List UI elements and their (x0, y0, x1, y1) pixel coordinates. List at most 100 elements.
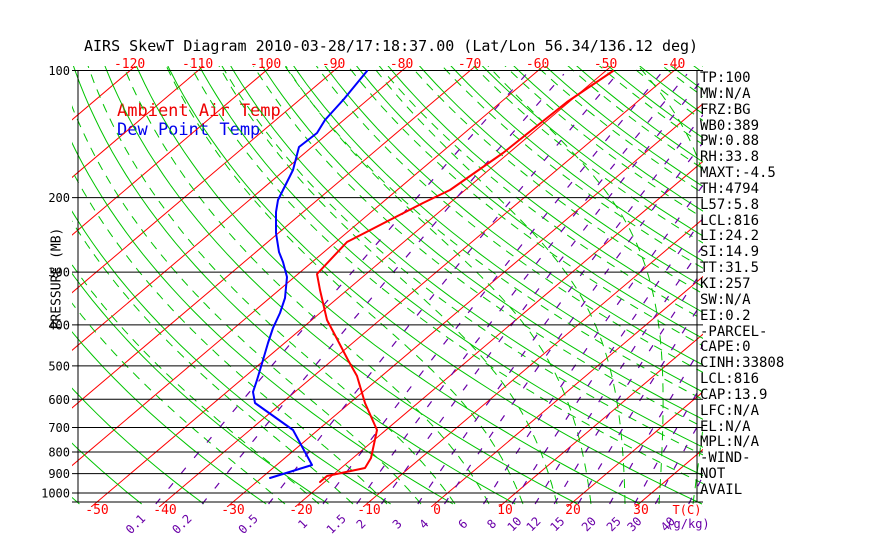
top-temp-tick-label: -120 (114, 57, 145, 72)
dry-adiabat-line (356, 66, 703, 340)
moist-adiabat-line (72, 302, 286, 505)
top-temp-tick-label: -70 (458, 57, 481, 72)
dry-adiabat-line (72, 387, 205, 505)
legend-dew-point-temp-label: Dew Point Temp (117, 120, 261, 140)
profile-lines (252, 70, 614, 483)
dry-adiabat-line (324, 66, 703, 366)
moist-adiabat-line (598, 66, 703, 146)
isotherm-line (72, 66, 136, 121)
stat-line: TH:4794 (700, 180, 760, 197)
dry-adiabat-line (72, 210, 391, 505)
dry-adiabat-line (387, 66, 703, 313)
stat-line: CAP:13.9 (700, 386, 768, 403)
dry-adiabat-line (481, 66, 703, 237)
stat-line: -WIND- (700, 450, 751, 467)
mixing-ratio-tick-label: 0.1 (123, 512, 148, 537)
dry-adiabat-line (104, 66, 578, 505)
top-temp-tick-label: -110 (182, 57, 213, 72)
dry-adiabat-line (544, 66, 703, 188)
mixing-ratio-line (201, 73, 565, 505)
isotherm-line (0, 66, 67, 507)
mixing-ratio-tick-label: 6 (455, 517, 470, 532)
moist-adiabat-line (347, 66, 703, 347)
mixing-ratio-tick-label: 3 (390, 517, 405, 532)
top-temp-tick-label: -60 (526, 57, 549, 72)
pressure-tick-label: 100 (48, 64, 70, 78)
mixing-unit-label: (g/kg) (666, 517, 709, 531)
dry-adiabat-line (72, 272, 329, 505)
dry-adiabat-line (72, 496, 80, 505)
moist-adiabat-line (410, 66, 703, 295)
dry-adiabat-line (72, 66, 516, 505)
stat-line: RH:33.8 (700, 149, 760, 166)
moist-adiabat-line (371, 66, 626, 504)
stat-line: LCL:816 (700, 212, 760, 229)
bottom-temp-tick-label: 10 (497, 503, 513, 518)
stats-panel: TP:100 MW:N/A FRZ:BG WB0:389 PW:0.88 RH:33.8 M… (700, 70, 785, 499)
stat-line: FRZ:BG (700, 101, 751, 118)
stat-line: MW:N/A (700, 85, 751, 102)
bottom-temp-tick-label: 20 (565, 503, 581, 518)
chart-title: AIRS SkewT Diagram 2010-03-28/17:18:37.0… (84, 37, 699, 55)
mixing-ratio-tick-label: 20 (579, 514, 599, 534)
moist-adiabat-line (87, 66, 456, 505)
dry-adiabat-line (418, 66, 703, 288)
stat-line: NOT (700, 466, 726, 483)
top-temp-tick-label: -80 (390, 57, 413, 72)
stat-line: WB0:389 (700, 117, 760, 134)
bottom-temp-tick-label: 0 (433, 503, 441, 518)
isotherm-line (72, 66, 544, 467)
stat-line: LFC:N/A (700, 402, 760, 419)
top-temp-tick-label: -50 (594, 57, 617, 72)
top-temp-tick-label: -100 (250, 57, 281, 72)
pressure-tick-label: 200 (48, 191, 70, 205)
mixing-ratio-tick-label: 25 (604, 514, 624, 534)
temperature-profile-line (316, 70, 614, 483)
bottom-temp-tick-label: -10 (357, 503, 380, 518)
bottom-temp-tick-label: -20 (289, 503, 312, 518)
stat-line: TP:100 (700, 70, 751, 86)
isotherm-line (72, 66, 204, 179)
dry-adiabat-line (513, 66, 703, 212)
plot-background-lines (0, 66, 703, 507)
mixing-ratio-line (356, 73, 688, 505)
stat-line: LI:24.2 (700, 228, 760, 245)
moist-adiabat-line (252, 66, 703, 428)
stat-line: CAPE:0 (700, 339, 751, 356)
isotherm-line (90, 66, 612, 507)
pressure-tick-label: 900 (48, 467, 70, 481)
stat-line: AVAIL (700, 481, 743, 498)
isotherm-line (498, 333, 703, 507)
bottom-temp-tick-label: 30 (633, 503, 649, 518)
mixing-ratio-line (155, 73, 527, 505)
stat-line: LCL:816 (700, 371, 760, 388)
moist-adiabat-line (284, 66, 703, 401)
moist-adiabat-line (190, 66, 703, 485)
stat-line: CINH:33808 (700, 355, 785, 372)
stat-line: KI:257 (700, 275, 751, 292)
dry-adiabat-line (135, 66, 641, 505)
bottom-temp-tick-label: -40 (153, 503, 176, 518)
moist-adiabat-line (441, 66, 703, 269)
dry-adiabat-line (576, 66, 703, 163)
isotherm-line (362, 218, 703, 507)
dry-adiabat-line (607, 66, 703, 139)
moist-adiabat-line (72, 220, 354, 505)
mixing-ratio-tick-label: 1 (295, 517, 310, 532)
dry-adiabat-line (293, 66, 703, 393)
dry-adiabat-line (450, 66, 703, 262)
dry-adiabat-line (72, 141, 454, 505)
stat-line: EI:0.2 (700, 307, 751, 324)
isotherm-line (72, 66, 408, 351)
moist-adiabat-line (285, 66, 592, 505)
moist-adiabat-line (535, 66, 703, 194)
isotherm-line (566, 391, 703, 507)
mixing-ratio-line (534, 244, 703, 505)
mixing-ratio-tick-label: 4 (416, 517, 431, 532)
top-temp-tick-label: -90 (322, 57, 345, 72)
mixing-ratio-tick-label: 2 (354, 517, 369, 532)
stat-line: EL:N/A (700, 418, 751, 435)
mixing-ratio-tick-label: 1.5 (324, 512, 349, 537)
